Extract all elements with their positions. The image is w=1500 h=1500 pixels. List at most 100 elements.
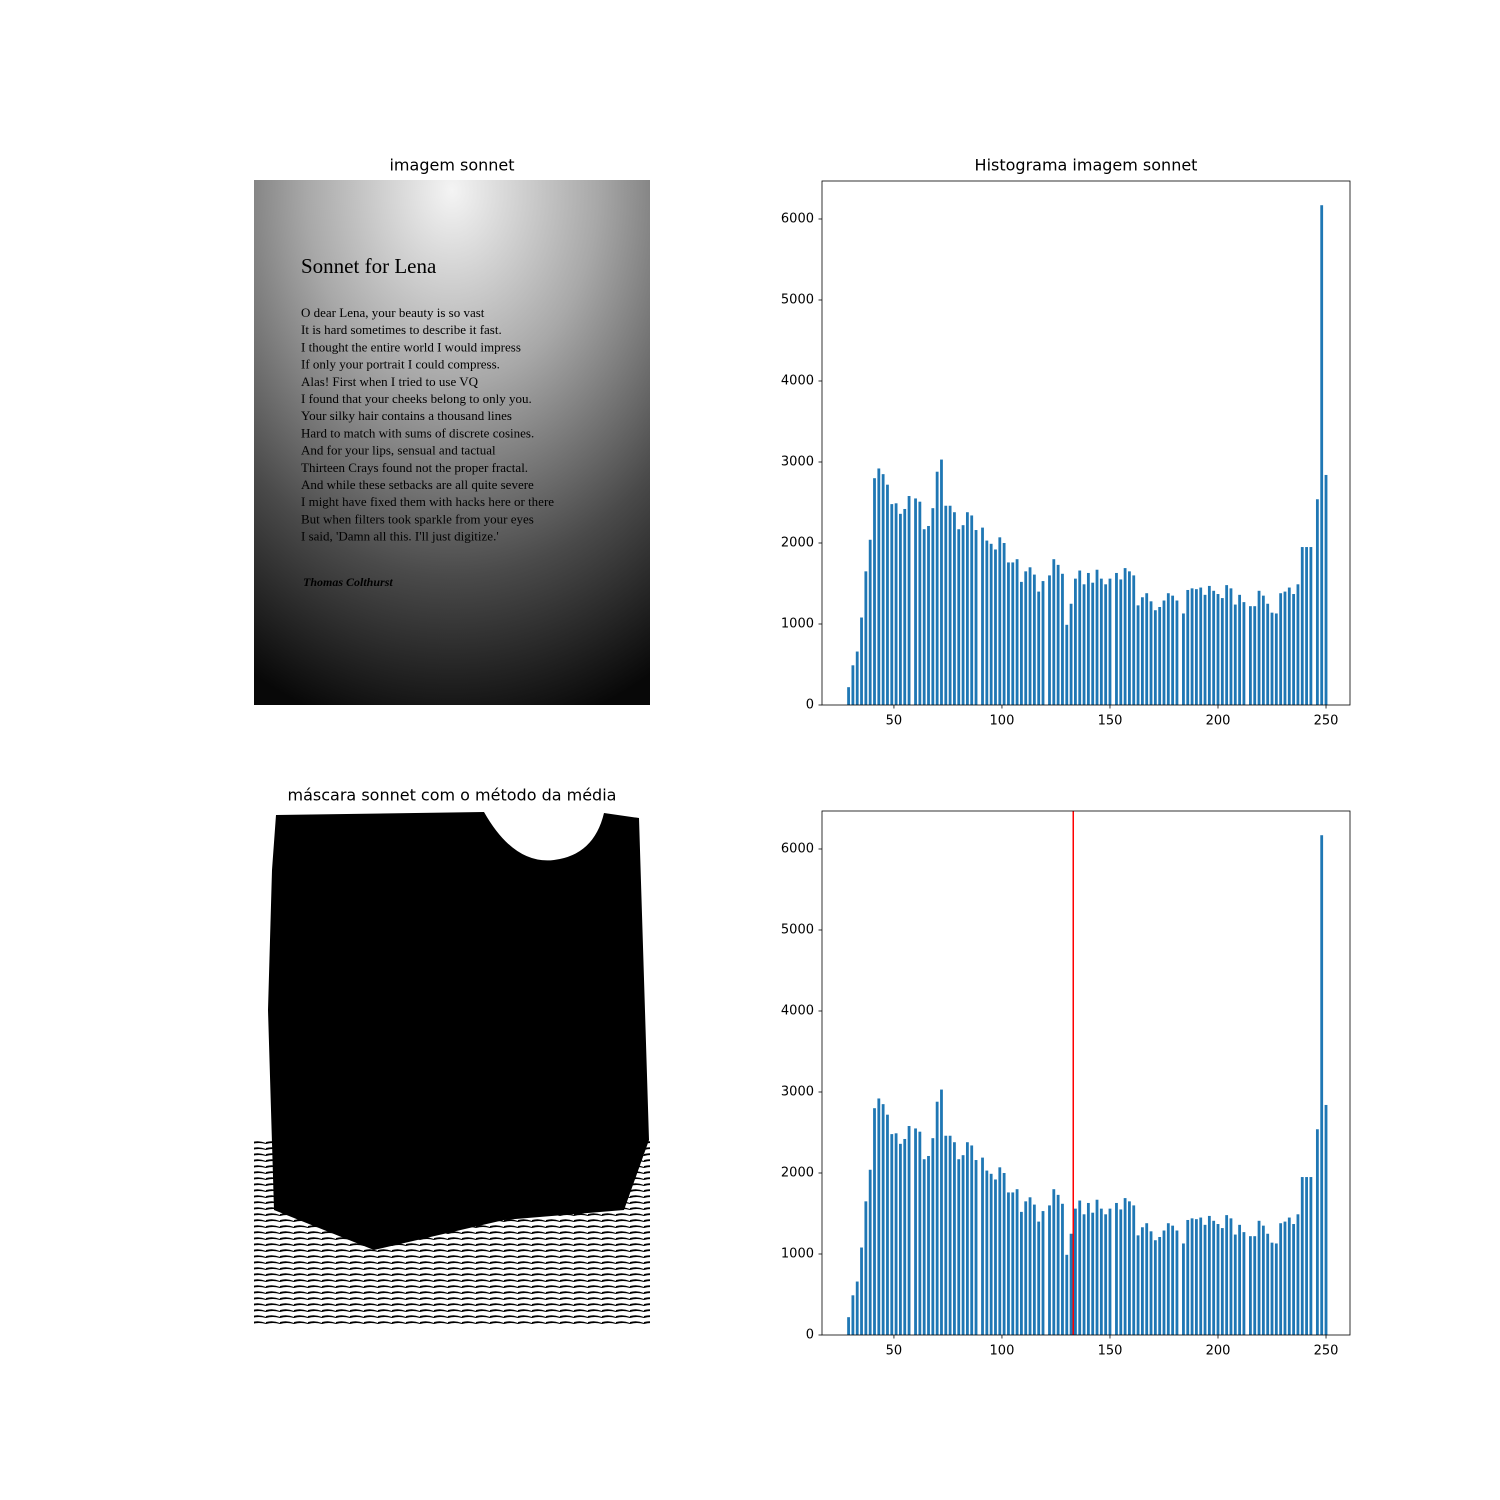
poem-line: Thirteen Crays found not the proper frac… xyxy=(301,460,528,475)
poem-line: But when filters took sparkle from your … xyxy=(301,511,534,526)
poem-line: Hard to match with sums of discrete cosi… xyxy=(301,425,534,440)
bar xyxy=(1292,1224,1296,1335)
bar xyxy=(948,1135,952,1335)
bar xyxy=(1128,1201,1131,1335)
bar xyxy=(1225,1215,1229,1335)
bar xyxy=(1095,1199,1099,1335)
bar xyxy=(1123,1198,1127,1335)
axes-title: máscara sonnet com o método da média xyxy=(288,786,617,805)
bar xyxy=(1203,594,1207,705)
bar xyxy=(922,529,926,705)
bar xyxy=(1056,1194,1060,1335)
y-tick-label: 2000 xyxy=(781,1165,814,1180)
y-tick-label: 0 xyxy=(806,698,814,713)
poem-line: O dear Lena, your beauty is so vast xyxy=(301,305,485,320)
bar xyxy=(922,1159,926,1335)
poem-line: O dear Lena, your beauty is so vast xyxy=(301,935,497,950)
y-tick-label: 6000 xyxy=(781,841,814,856)
poem-heading: Sonnet for Lena xyxy=(301,884,446,908)
bar xyxy=(974,1160,978,1335)
bar xyxy=(899,1143,902,1335)
bar xyxy=(998,1167,1002,1335)
bar xyxy=(1158,1236,1162,1335)
bar xyxy=(1123,568,1127,705)
bar xyxy=(1203,1224,1207,1335)
bar xyxy=(1283,1221,1287,1335)
poem-heading: Sonnet for Lena xyxy=(301,254,437,278)
bar xyxy=(985,1170,989,1335)
y-tick-label: 5000 xyxy=(781,922,814,937)
bar xyxy=(1128,571,1131,705)
bar xyxy=(1283,591,1287,705)
poem-author: Thomas Colthurst xyxy=(303,1205,393,1219)
poem-line: Your silky hair contains a thousand line… xyxy=(301,408,512,423)
y-tick-label: 1000 xyxy=(781,1246,814,1261)
poem-line: Alas! First when I tried to use VQ xyxy=(301,374,479,389)
bar xyxy=(1136,1235,1140,1335)
bar xyxy=(873,478,876,705)
bar xyxy=(868,1169,872,1335)
poem-line: It is hard sometimes to describe it fast… xyxy=(301,952,515,967)
bar xyxy=(940,1089,943,1335)
bar xyxy=(1119,579,1123,705)
bar xyxy=(957,529,961,705)
photo xyxy=(254,180,650,705)
bar xyxy=(1166,593,1170,705)
bar xyxy=(1190,588,1194,705)
bar xyxy=(1086,572,1090,705)
bar xyxy=(1024,571,1028,705)
bar xyxy=(1158,606,1162,705)
bar xyxy=(1091,1212,1095,1335)
bar xyxy=(886,1114,889,1335)
bar xyxy=(998,537,1002,705)
bar xyxy=(1132,575,1136,705)
bar xyxy=(1266,603,1270,705)
poem-line: I found that your cheeks belong to only … xyxy=(301,1021,545,1036)
poem-line: But when filters took sparkle from your … xyxy=(301,1141,548,1156)
bar xyxy=(1002,1172,1006,1335)
bar xyxy=(1162,1230,1166,1335)
bar xyxy=(1153,610,1157,705)
y-tick-label: 4000 xyxy=(781,373,814,388)
bar xyxy=(1041,581,1045,705)
bar xyxy=(907,496,911,705)
bar xyxy=(1108,578,1112,705)
y-tick-label: 6000 xyxy=(781,211,814,226)
bar xyxy=(1274,613,1278,705)
x-tick-label: 100 xyxy=(990,1344,1015,1359)
x-tick-label: 250 xyxy=(1314,1344,1339,1359)
bar xyxy=(1249,606,1252,705)
bar xyxy=(918,501,922,705)
bar xyxy=(1048,1205,1051,1335)
poem-author: Thomas Colthurst xyxy=(303,575,393,589)
bar xyxy=(981,1157,984,1335)
bar xyxy=(864,571,868,705)
bar xyxy=(1132,1205,1136,1335)
bar xyxy=(970,515,974,705)
bar xyxy=(1220,598,1224,705)
bar xyxy=(1261,1225,1265,1335)
poem-line: And while these setbacks are all quite s… xyxy=(301,477,534,492)
poem-line: I thought the entire world I would impre… xyxy=(301,339,521,354)
bar xyxy=(1270,612,1274,705)
x-tick-label: 200 xyxy=(1206,1344,1231,1359)
bar xyxy=(877,1098,881,1335)
bar xyxy=(1212,590,1216,705)
bar xyxy=(1108,1208,1112,1335)
bar xyxy=(1305,1177,1308,1335)
bar xyxy=(914,498,917,705)
bar xyxy=(974,530,978,705)
bar xyxy=(894,503,898,705)
bar xyxy=(1136,605,1140,705)
bar xyxy=(961,1155,965,1335)
bar xyxy=(899,513,902,705)
poem-line: Hard to match with sums of discrete cosi… xyxy=(301,1055,548,1070)
bar xyxy=(927,525,930,705)
bar xyxy=(1220,1228,1224,1335)
bar xyxy=(907,1126,911,1335)
bar xyxy=(1194,1219,1198,1335)
bar xyxy=(1015,559,1019,705)
bar xyxy=(957,1159,961,1335)
bar xyxy=(1233,1234,1237,1335)
bar xyxy=(903,508,907,705)
